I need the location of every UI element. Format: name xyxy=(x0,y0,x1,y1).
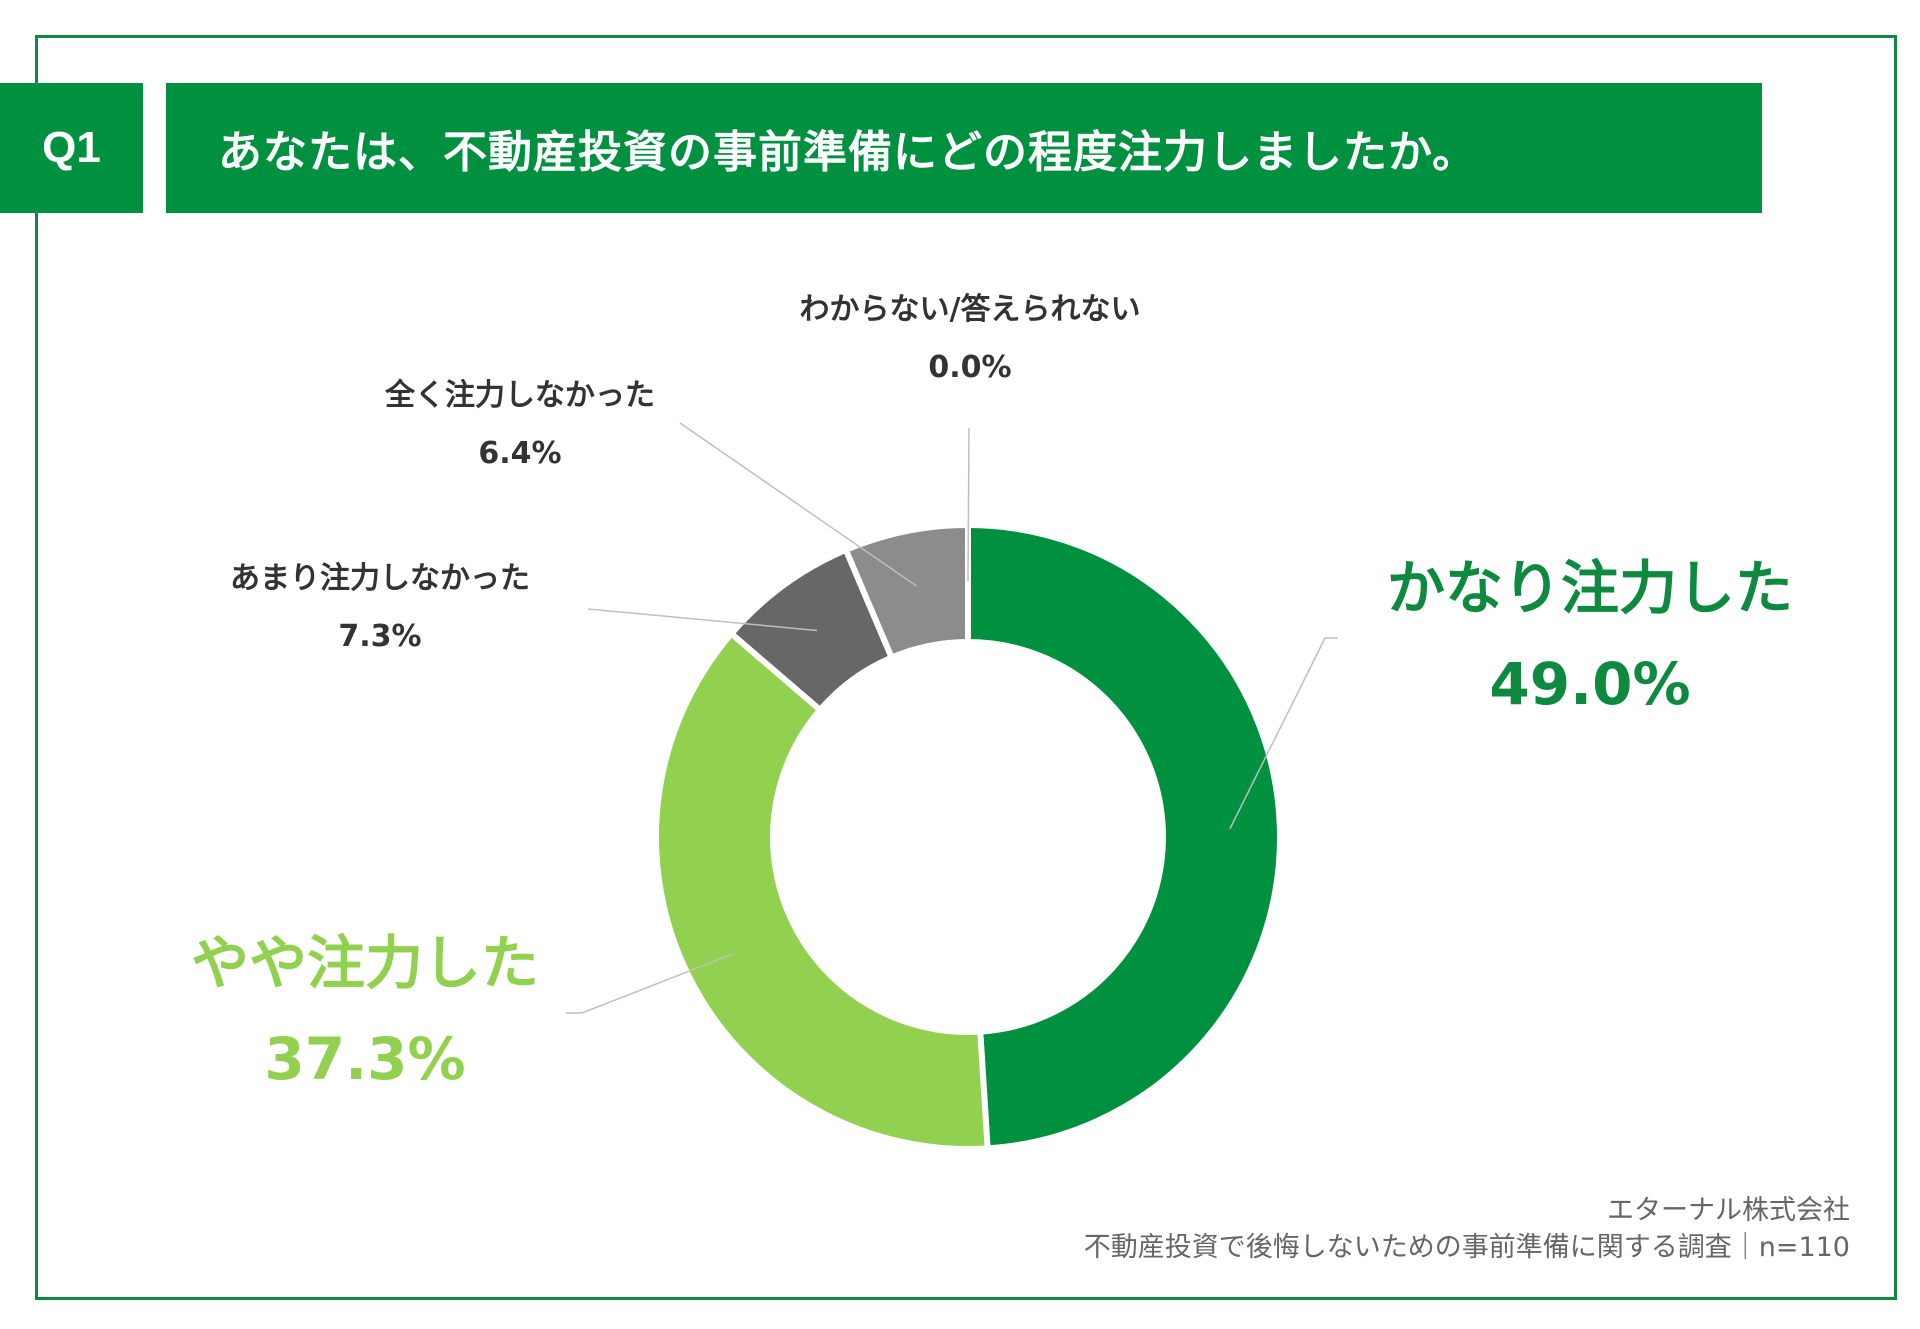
leader-line-2 xyxy=(587,608,818,632)
label-name-4: わからない/答えられない xyxy=(799,292,1141,327)
question-number-badge: Q1 xyxy=(0,83,143,213)
source-survey: 不動産投資で後悔しないための事前準備に関する調査｜n=110 xyxy=(1083,1232,1850,1263)
leader-line-3 xyxy=(679,422,918,587)
label-name-0: かなり注力した xyxy=(1386,554,1793,622)
leader-line-0 xyxy=(1229,637,1338,830)
label-value-1: 37.3% xyxy=(264,1025,466,1093)
donut-slice-1 xyxy=(653,629,991,1152)
label-slice-1: やや注力した 37.3% xyxy=(150,915,580,1107)
label-value-0: 49.0% xyxy=(1489,650,1691,718)
label-slice-0: かなり注力した 49.0% xyxy=(1375,540,1805,732)
source-company: エターナル株式会社 xyxy=(1607,1195,1850,1226)
label-value-2: 7.3% xyxy=(338,619,422,654)
label-slice-2: あまり注力しなかった 7.3% xyxy=(180,550,580,666)
label-value-4: 0.0% xyxy=(928,350,1012,385)
label-slice-3: 全く注力しなかった 6.4% xyxy=(320,367,720,483)
label-value-3: 6.4% xyxy=(478,436,562,471)
leader-line-1 xyxy=(566,953,734,1014)
label-name-3: 全く注力しなかった xyxy=(385,378,655,413)
source-note: エターナル株式会社 不動産投資で後悔しないための事前準備に関する調査｜n=110 xyxy=(1084,1192,1850,1266)
chart-frame xyxy=(35,35,1897,1300)
label-slice-4: わからない/答えられない 0.0% xyxy=(720,281,1220,397)
question-title: あなたは、不動産投資の事前準備にどの程度注力しましたか。 xyxy=(166,83,1762,213)
leader-line-4 xyxy=(967,427,970,582)
label-name-2: あまり注力しなかった xyxy=(230,561,530,596)
label-name-1: やや注力した xyxy=(190,929,539,997)
donut-slice-0 xyxy=(965,521,1283,1152)
